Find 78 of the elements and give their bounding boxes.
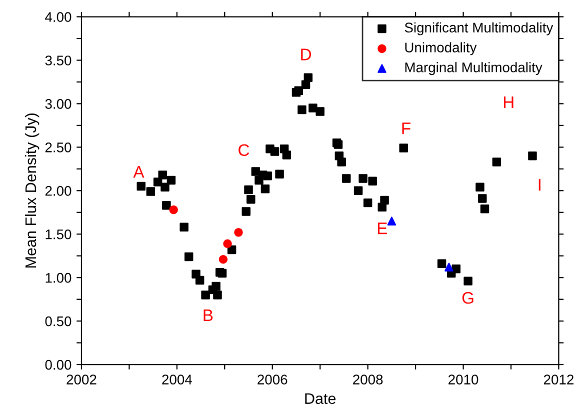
point [158,170,167,180]
x-tick-label: 2002 [66,374,96,384]
y-tick-label: 1.50 [46,229,72,240]
point [380,196,389,205]
point [354,186,363,196]
point [263,171,272,180]
annotation: I [538,179,540,191]
y-tick-label: 3.00 [45,99,72,109]
annotation: E [378,222,387,234]
point [480,204,490,214]
y-tick-label: 1.00 [46,272,72,283]
point [492,158,502,166]
annotation: B [204,310,213,322]
point [363,198,372,208]
annotation: F [402,122,410,134]
point [218,268,227,278]
point [244,185,253,194]
point [195,276,204,285]
point [180,222,188,232]
point [184,252,194,262]
point [478,194,487,203]
annotation: D [301,48,312,60]
point [251,167,260,176]
point [316,107,324,116]
point [464,276,472,286]
legend-label: Unimodality [405,42,477,56]
y-tick-label: 0.50 [45,316,72,326]
legend-label: Significant Multimodality [404,22,554,36]
point [437,259,446,268]
x-tick-label: 2012 [544,374,574,384]
point [304,73,313,82]
point [160,182,170,192]
point [270,147,280,156]
x-tick-label: 2010 [448,374,478,384]
point [223,239,232,248]
point [282,150,292,160]
point [246,194,256,204]
x-tick-label: 2006 [258,374,288,384]
y-tick-label: 4.00 [45,12,72,22]
point [213,290,222,300]
x-tick-label: 2008 [353,374,383,384]
y-axis-title: Mean Flux Density (Jy) [24,113,40,268]
x-tick-label: 2004 [162,374,192,384]
point [201,290,210,300]
point [166,176,176,185]
x-axis-title: Date [305,393,336,404]
point [242,207,250,216]
point [298,105,306,114]
point [146,187,156,196]
point [444,262,454,272]
point [528,152,537,160]
point [476,182,484,192]
annotation: C [238,144,250,156]
legend-label: Marginal Multimodality [405,62,542,76]
annotation: A [133,166,144,178]
point [162,201,171,210]
point [169,205,178,214]
point [452,264,460,274]
y-tick-label: 2.50 [45,142,72,152]
annotation: H [504,96,514,108]
point [136,182,146,191]
point [358,174,368,183]
point [294,86,303,96]
point [368,176,377,186]
point [342,174,351,183]
annotation: G [462,292,474,304]
point [387,216,396,226]
point [308,104,318,112]
y-tick-label: 2.00 [45,186,72,196]
y-tick-label: 0.00 [45,360,72,370]
point [218,254,228,264]
point [337,158,346,166]
point [260,184,270,194]
point [275,170,284,178]
point [234,228,243,237]
y-tick-label: 3.50 [45,56,72,66]
point [399,144,408,152]
point [212,282,220,291]
